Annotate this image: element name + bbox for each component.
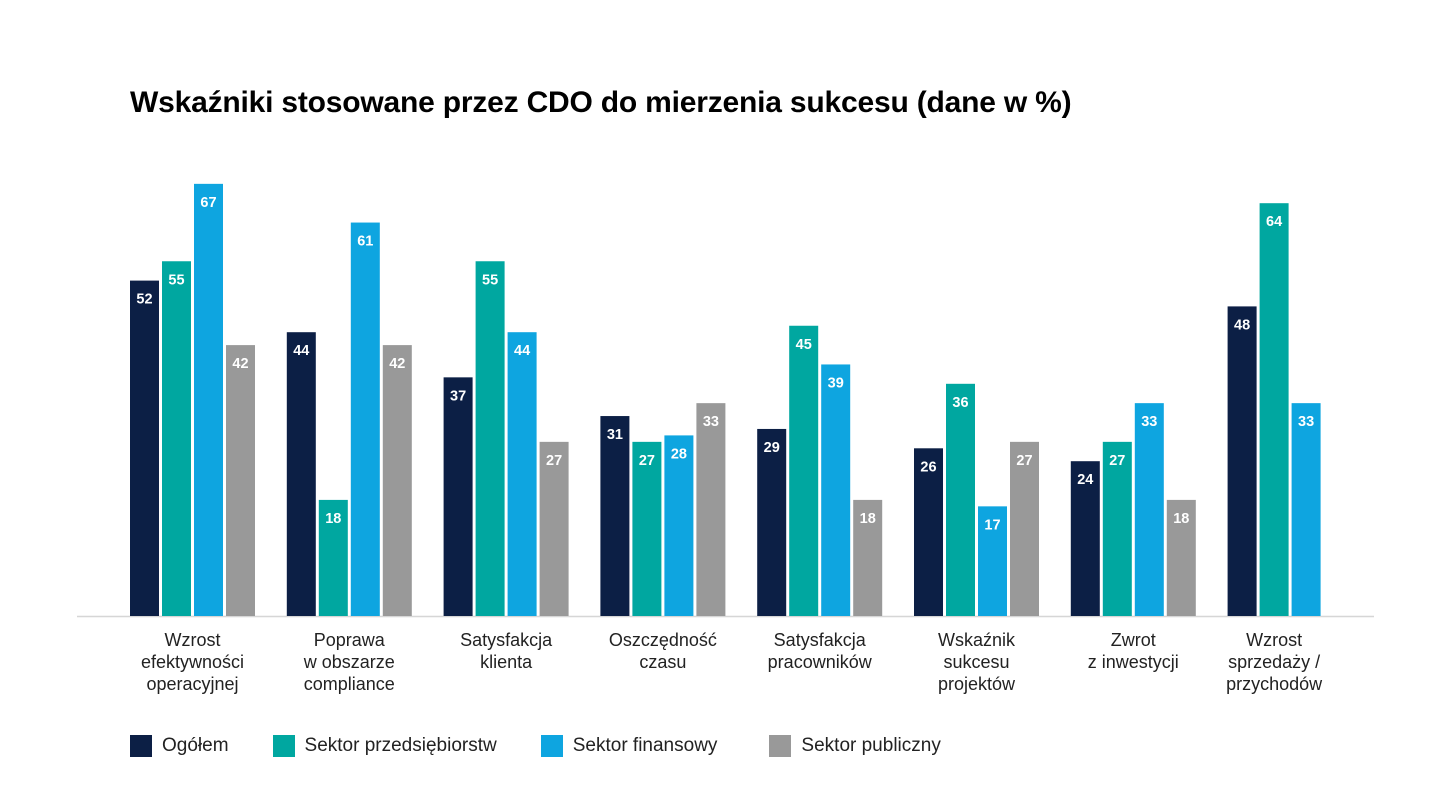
bar <box>226 345 255 616</box>
bar <box>853 499 883 616</box>
bar <box>664 435 694 616</box>
bar <box>1010 441 1039 616</box>
bar-value-label: 18 <box>860 511 876 527</box>
bar <box>600 416 630 616</box>
bar-value-label: 18 <box>325 511 341 527</box>
bar-group: 48 64 33 <box>1227 203 1321 616</box>
bar-group: 37 55 44 27 <box>443 261 569 616</box>
bar-group: 31 27 28 33 <box>600 403 726 616</box>
bar-value-label: 18 <box>1173 511 1189 527</box>
x-tick-label: Wzrost sprzedaży / przychodów <box>1226 630 1323 694</box>
legend-label: Ogółem <box>162 735 229 756</box>
bar-value-label: 17 <box>984 517 1000 533</box>
bar-value-label: 26 <box>920 459 936 475</box>
bar-value-label: 29 <box>764 440 780 456</box>
legend-item: Ogółem <box>130 735 229 757</box>
bar-value-label: 33 <box>703 414 719 430</box>
x-tick-label: Satysfakcja pracowników <box>768 630 873 672</box>
bar-value-label: 55 <box>482 272 498 288</box>
bar-value-label: 27 <box>1109 453 1125 469</box>
bar-value-label: 45 <box>796 337 812 353</box>
bar <box>696 403 726 616</box>
bar-value-label: 64 <box>1266 214 1282 230</box>
bar <box>286 332 316 616</box>
bar <box>1102 441 1132 616</box>
legend-label: Sektor finansowy <box>572 735 718 756</box>
legend-label: Sektor przedsiębiorstw <box>304 735 497 756</box>
bar-value-label: 37 <box>450 388 466 404</box>
x-tick-label: Oszczędność czasu <box>609 630 717 672</box>
bar-value-label: 44 <box>293 343 309 359</box>
bar-value-label: 27 <box>546 453 562 469</box>
bar-value-label: 28 <box>671 446 687 462</box>
bar <box>757 428 787 616</box>
x-tick-label: Poprawa w obszarze compliance <box>303 630 395 694</box>
bar <box>539 441 569 616</box>
bar <box>914 448 943 616</box>
bar <box>821 364 851 616</box>
bar-value-label: 33 <box>1141 414 1157 430</box>
bar <box>1259 203 1289 616</box>
bar-value-label: 48 <box>1234 317 1250 333</box>
bar <box>130 280 159 616</box>
bar-value-label: 27 <box>1016 453 1032 469</box>
bar <box>443 377 473 616</box>
x-tick-label: Wskaźnik sukcesu projektów <box>938 630 1016 694</box>
legend-swatch <box>130 735 152 757</box>
x-tick-label: Satysfakcja klienta <box>460 630 553 672</box>
bar-group: 29 45 39 18 <box>757 325 883 616</box>
bar-value-label: 42 <box>389 356 405 372</box>
bar <box>475 261 505 616</box>
legend-item: Sektor przedsiębiorstw <box>272 735 497 757</box>
bar-value-label: 24 <box>1077 472 1093 488</box>
bar-value-label: 31 <box>607 427 623 443</box>
bar <box>194 183 223 616</box>
bar <box>350 222 380 617</box>
legend-swatch <box>540 735 563 757</box>
bar <box>318 499 348 616</box>
bar <box>1134 403 1164 616</box>
bar <box>1291 403 1321 616</box>
bar <box>789 325 819 616</box>
bar-value-label: 61 <box>357 234 373 250</box>
x-tick-label: Zwrot z inwestycji <box>1088 630 1179 672</box>
bar-chart: 52 55 67 42 Wzrost efektywności operacyjnej 44 1… <box>77 183 1374 694</box>
bar-group: 26 36 17 27 <box>914 383 1039 616</box>
legend-item: Sektor finansowy <box>540 735 718 757</box>
legend-label: Sektor publiczny <box>801 735 941 756</box>
bar-value-label: 42 <box>232 356 248 372</box>
bar-value-label: 44 <box>514 343 530 359</box>
legend-swatch <box>769 735 792 757</box>
bar <box>1227 306 1257 616</box>
bar <box>507 332 537 616</box>
bar-group: 44 18 61 42 <box>286 222 412 617</box>
bar-value-label: 33 <box>1298 414 1314 430</box>
bar-value-label: 36 <box>952 395 968 411</box>
chart-legend: Ogółem Sektor przedsiębiorstw Sektor finan… <box>130 735 941 757</box>
bar <box>978 506 1007 616</box>
bar-value-label: 52 <box>136 292 152 308</box>
bar <box>1166 499 1196 616</box>
bar <box>162 261 191 616</box>
bar-group: 52 55 67 42 <box>130 183 255 616</box>
bar <box>632 441 662 616</box>
legend-item: Sektor publiczny <box>769 735 941 757</box>
bar-value-label: 67 <box>200 195 216 211</box>
bar-value-label: 27 <box>639 453 655 469</box>
bar-group: 24 27 33 18 <box>1070 403 1196 616</box>
x-tick-label: Wzrost efektywności operacyjnej <box>141 630 244 694</box>
bar <box>946 383 975 616</box>
bar <box>1070 461 1100 616</box>
bar-value-label: 39 <box>828 375 844 391</box>
chart-title: Wskaźniki stosowane przez CDO do mierzen… <box>130 86 1072 119</box>
bar <box>382 345 412 616</box>
legend-swatch <box>272 735 295 757</box>
bar-value-label: 55 <box>168 272 184 288</box>
